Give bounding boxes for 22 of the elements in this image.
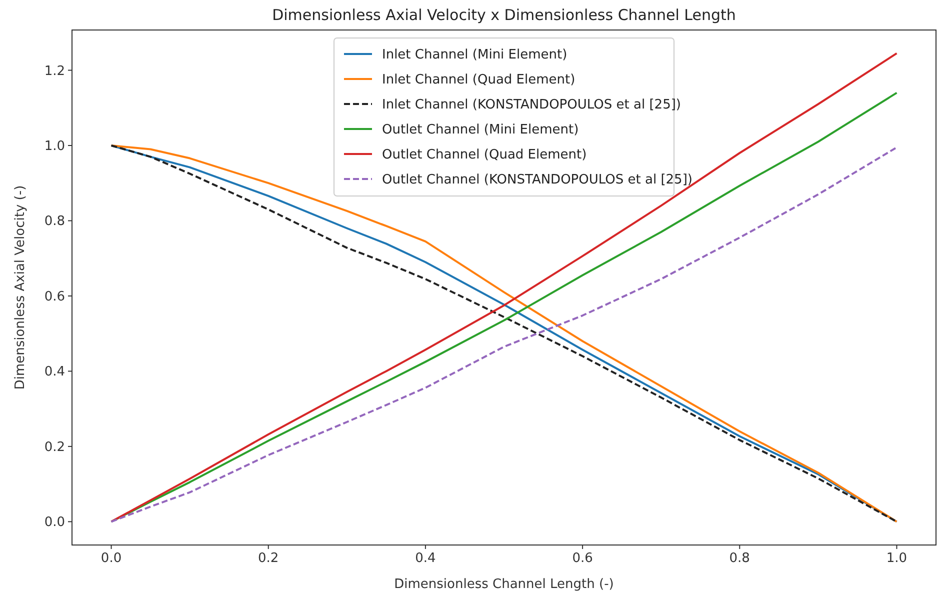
y-tick-label: 0.6	[44, 289, 65, 304]
x-axis-title: Dimensionless Channel Length (-)	[394, 577, 614, 592]
y-tick-label: 1.0	[44, 138, 65, 154]
x-tick-label: 1.0	[886, 551, 908, 566]
y-tick-label: 0.4	[44, 364, 65, 380]
x-tick-label: 0.4	[415, 551, 436, 566]
x-tick-label: 0.8	[729, 551, 750, 566]
legend-label: Outlet Channel (Quad Element)	[382, 148, 587, 162]
legend-label: Inlet Channel (Mini Element)	[382, 48, 568, 62]
legend-label: Inlet Channel (KONSTANDOPOULOS et al [25])	[382, 98, 681, 112]
x-tick-label: 0.2	[258, 551, 279, 566]
x-tick-label: 0.6	[572, 551, 593, 566]
y-axis-title: Dimensionless Axial Velocity (-)	[13, 185, 28, 390]
y-tick-label: 0.0	[44, 515, 65, 530]
chart-title: Dimensionless Axial Velocity x Dimensionless Channel Length	[272, 6, 736, 24]
x-tick-label: 0.0	[100, 551, 122, 566]
legend-label: Outlet Channel (KONSTANDOPOULOS et al [25])	[382, 172, 692, 188]
legend-label: Outlet Channel (Mini Element)	[382, 122, 579, 138]
y-tick-label: 0.2	[44, 440, 65, 455]
y-tick-label: 0.8	[44, 214, 65, 230]
y-tick-label: 1.2	[44, 64, 65, 79]
legend-label: Inlet Channel (Quad Element)	[382, 72, 576, 88]
